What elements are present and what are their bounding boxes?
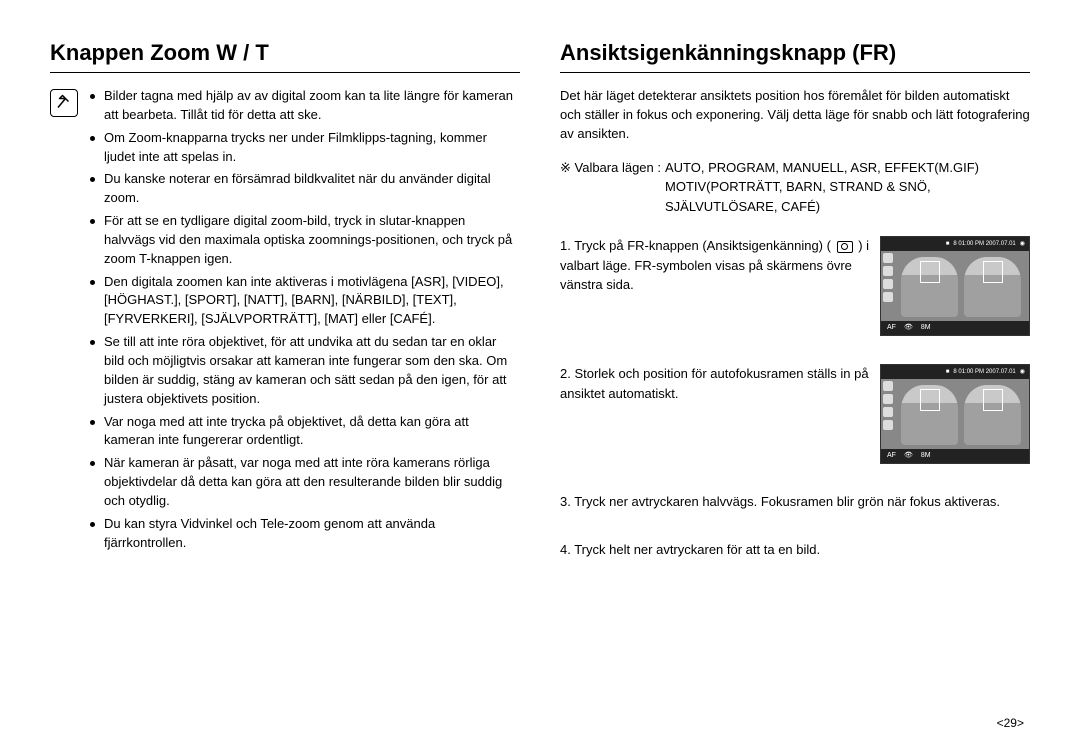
bullet-item: Var noga med att inte trycka på objektiv… — [90, 413, 520, 451]
bullet-item: Se till att inte röra objektivet, för at… — [90, 333, 520, 408]
face-detection-box — [920, 261, 940, 283]
intro-paragraph: Det här läget detekterar ansiktets posit… — [560, 87, 1030, 144]
page-content: Knappen Zoom W / T Bilder tagna med hjäl… — [50, 40, 1030, 680]
left-title: Knappen Zoom W / T — [50, 40, 520, 73]
thumb-people — [901, 257, 1021, 317]
page-number: <29> — [997, 716, 1024, 730]
thumb-people — [901, 385, 1021, 445]
bullet-item: Om Zoom-knapparna trycks ner under Filmk… — [90, 129, 520, 167]
bullet-item: När kameran är påsatt, var noga med att … — [90, 454, 520, 511]
left-column: Knappen Zoom W / T Bilder tagna med hjäl… — [50, 40, 520, 680]
step-text: 2. Storlek och position för autofokusram… — [560, 364, 870, 403]
right-column: Ansiktsigenkänningsknapp (FR) Det här lä… — [560, 40, 1030, 680]
thumb-side-icons — [883, 381, 895, 430]
bullet-item: Bilder tagna med hjälp av av digital zoo… — [90, 87, 520, 125]
face-detection-box — [983, 389, 1003, 411]
thumb-bottom-bar: AF👁8M — [881, 449, 1029, 463]
face-detection-box — [983, 261, 1003, 283]
step-item: 2. Storlek och position för autofokusram… — [560, 364, 1030, 464]
thumb-bottom-bar: AF👁8M — [881, 321, 1029, 335]
right-title: Ansiktsigenkänningsknapp (FR) — [560, 40, 1030, 73]
camera-screen-thumb: ■8 01:00 PM 2007.07.01◉ AF👁8M — [880, 364, 1030, 464]
steps-list: 1. Tryck på FR-knappen (Ansiktsigenkänni… — [560, 236, 1030, 559]
modes-block: ※ Valbara lägen : AUTO, PROGRAM, MANUELL… — [560, 158, 1030, 217]
bullet-item: För att se en tydligare digital zoom-bil… — [90, 212, 520, 269]
step-item: 4. Tryck helt ner avtryckaren för att ta… — [560, 540, 1030, 560]
face-detection-box — [920, 389, 940, 411]
note-row: Bilder tagna med hjälp av av digital zoo… — [50, 87, 520, 556]
bullet-list: Bilder tagna med hjälp av av digital zoo… — [90, 87, 520, 556]
bullet-item: Du kanske noterar en försämrad bildkvali… — [90, 170, 520, 208]
note-icon — [50, 89, 78, 117]
step-item: 3. Tryck ner avtryckaren halvvägs. Fokus… — [560, 492, 1030, 512]
camera-screen-thumb: ■8 01:00 PM 2007.07.01◉ AF👁8M — [880, 236, 1030, 336]
thumb-top-bar: ■8 01:00 PM 2007.07.01◉ — [881, 237, 1029, 251]
fr-icon — [837, 241, 853, 253]
step-text: 3. Tryck ner avtryckaren halvvägs. Fokus… — [560, 492, 1030, 512]
step-text: 4. Tryck helt ner avtryckaren för att ta… — [560, 540, 1030, 560]
thumb-top-bar: ■8 01:00 PM 2007.07.01◉ — [881, 365, 1029, 379]
thumb-side-icons — [883, 253, 895, 302]
step-text: 1. Tryck på FR-knappen (Ansiktsigenkänni… — [560, 236, 870, 295]
bullet-item: Den digitala zoomen kan inte aktiveras i… — [90, 273, 520, 330]
bullet-item: Du kan styra Vidvinkel och Tele-zoom gen… — [90, 515, 520, 553]
modes-list: AUTO, PROGRAM, MANUELL, ASR, EFFEKT(M.GI… — [665, 158, 1030, 217]
modes-label: ※ Valbara lägen : — [560, 158, 661, 217]
step-item: 1. Tryck på FR-knappen (Ansiktsigenkänni… — [560, 236, 1030, 336]
